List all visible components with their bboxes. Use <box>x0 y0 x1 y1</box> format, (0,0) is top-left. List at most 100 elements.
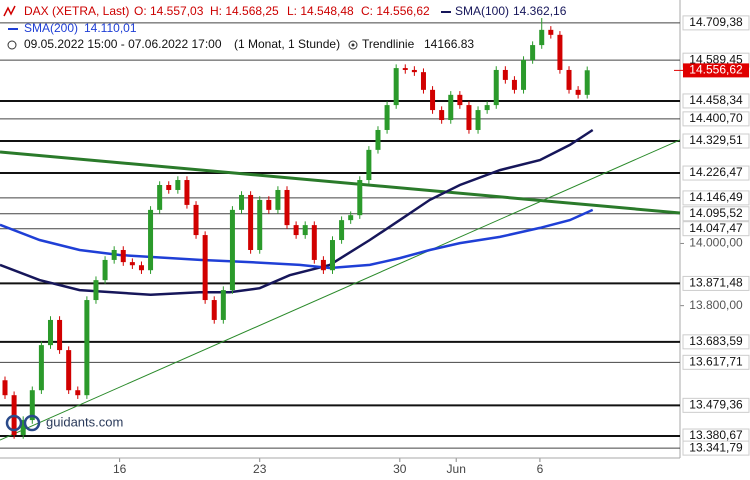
candle-body <box>193 204 199 236</box>
chart-title: DAX (XETRA, Last) <box>24 4 129 18</box>
candle-body <box>539 29 545 46</box>
candle-body <box>29 390 35 421</box>
candle-body <box>420 72 426 90</box>
candle-body <box>320 259 326 271</box>
candle-body <box>184 180 190 205</box>
candle-body <box>38 345 44 391</box>
candle-body <box>2 380 8 396</box>
candle-body <box>75 390 81 396</box>
candle-body <box>329 240 335 271</box>
candle-body <box>484 105 490 111</box>
candle-body <box>84 300 90 396</box>
level-label-box <box>682 334 750 350</box>
interval: (1 Monat, 1 Stunde) <box>234 37 340 51</box>
level-label: 14.709,38 <box>689 15 743 29</box>
ohlc-close: C: 14.556,62 <box>361 4 430 18</box>
candle-body <box>138 265 144 271</box>
sma-line <box>0 128 594 297</box>
candle-body <box>348 215 354 221</box>
level-label-box <box>682 354 750 370</box>
level-label-box <box>682 111 750 127</box>
candle-body <box>575 89 581 95</box>
chart-icon <box>3 5 16 17</box>
last-price-label: 14.556,62 <box>689 63 743 77</box>
candle-body <box>129 262 135 266</box>
candle-body <box>448 94 454 121</box>
y-tick-label: 13.800,00 <box>689 298 743 312</box>
candle-body <box>357 180 363 216</box>
candle-body <box>57 319 63 351</box>
candle-body <box>66 350 72 391</box>
level-label-box <box>682 397 750 413</box>
candle-body <box>402 68 408 70</box>
candle-body <box>175 180 181 190</box>
level-label-box <box>682 221 750 237</box>
candle-body <box>166 185 172 190</box>
candle-body <box>120 249 126 263</box>
candle-body <box>202 235 208 301</box>
candle-body <box>220 290 226 320</box>
trendline <box>0 139 681 441</box>
legend-name: SMA(100) <box>455 4 509 18</box>
candle-body <box>439 110 445 121</box>
level-label: 14.146,49 <box>689 190 743 204</box>
x-tick-label: Jun <box>447 462 466 476</box>
level-label: 14.329,51 <box>689 133 743 147</box>
header: DAX (XETRA, Last) O: 14.557,03 H: 14.568… <box>3 4 567 51</box>
candle-body <box>548 29 554 35</box>
legend-value: 14.362,16 <box>513 4 567 18</box>
level-label: 13.871,48 <box>689 276 743 290</box>
x-tick-label: 6 <box>537 462 544 476</box>
candle-body <box>466 105 472 130</box>
legend-name: SMA(200) <box>24 21 78 35</box>
candle-body <box>229 209 235 291</box>
legend-name: Trendlinie <box>362 37 415 51</box>
y-tick-label: 14.000,00 <box>689 236 743 250</box>
legend-value: 14166.83 <box>424 37 474 51</box>
candle-body <box>411 69 417 73</box>
ohlc-high: H: 14.568,25 <box>210 4 279 18</box>
trendline-icon <box>348 40 358 50</box>
candle-body <box>284 189 290 226</box>
level-label: 13.479,36 <box>689 398 743 412</box>
candle-body <box>502 69 508 80</box>
candle-body <box>566 69 572 90</box>
logo-mark <box>23 414 41 432</box>
candle-body <box>20 420 26 435</box>
logo-text: guidants.com <box>46 414 123 429</box>
candle-body <box>211 300 217 320</box>
logo: guidants.com <box>5 414 123 432</box>
level-label: 13.380,67 <box>689 428 743 442</box>
candle-body <box>311 225 317 260</box>
candle-body <box>47 319 53 346</box>
candle-body <box>521 60 527 90</box>
trendline-icon-dot <box>351 43 355 47</box>
date-range: 09.05.2022 15:00 - 07.06.2022 17:00 <box>24 37 222 51</box>
candle-body <box>384 105 390 130</box>
candle-body <box>111 249 117 260</box>
logo-mark <box>5 414 23 432</box>
candle-body <box>239 194 245 210</box>
candle-body <box>393 68 399 106</box>
level-label-box <box>682 93 750 109</box>
candle-body <box>275 189 281 210</box>
candle-body <box>248 194 254 250</box>
candle-body <box>257 199 263 250</box>
level-label: 14.226,47 <box>689 165 743 179</box>
candle-body <box>302 225 308 236</box>
level-label-box <box>682 275 750 291</box>
level-label: 13.617,71 <box>689 354 743 368</box>
candle-body <box>266 199 272 210</box>
candle-body <box>375 129 381 150</box>
level-label-box <box>682 206 750 222</box>
plot-area <box>0 0 684 462</box>
level-label: 14.458,34 <box>689 93 743 107</box>
candle-body <box>93 280 99 301</box>
candle-body <box>293 225 299 236</box>
candle-body <box>584 70 590 95</box>
candle-body <box>457 94 463 106</box>
level-label: 14.400,70 <box>689 111 743 125</box>
sma-line <box>0 208 594 270</box>
candle-body <box>148 209 154 271</box>
candle-body <box>366 149 372 181</box>
